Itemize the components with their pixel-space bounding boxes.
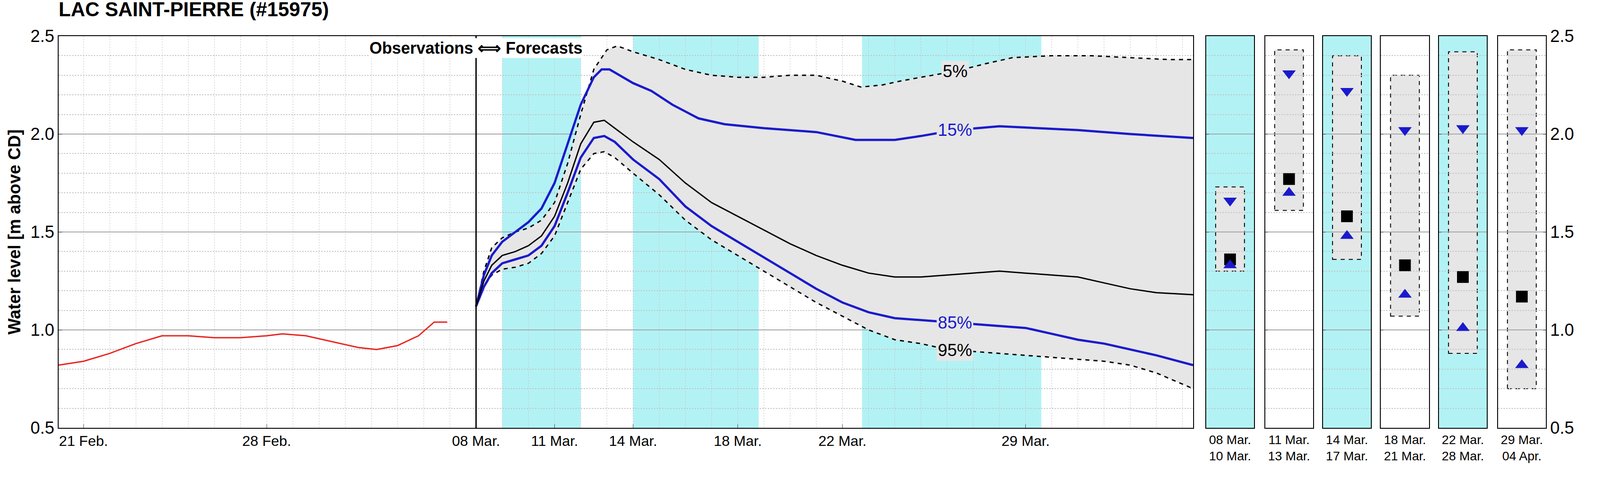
svg-text:21 Feb.: 21 Feb. — [59, 432, 109, 449]
svg-text:LAC SAINT-PIERRE (#15975): LAC SAINT-PIERRE (#15975) — [58, 0, 329, 21]
svg-text:14 Mar.: 14 Mar. — [608, 432, 658, 449]
svg-text:1.0: 1.0 — [1550, 320, 1575, 340]
svg-text:2.5: 2.5 — [1550, 26, 1575, 46]
svg-text:1.0: 1.0 — [30, 320, 55, 340]
svg-text:22 Mar.: 22 Mar. — [818, 432, 867, 449]
svg-text:15%: 15% — [937, 120, 973, 140]
svg-text:11 Mar.: 11 Mar. — [530, 432, 578, 449]
svg-text:11 Mar.13 Mar.: 11 Mar.13 Mar. — [1268, 432, 1310, 463]
svg-text:2.5: 2.5 — [30, 26, 55, 46]
svg-text:29 Mar.: 29 Mar. — [1001, 432, 1050, 449]
svg-text:0.5: 0.5 — [30, 418, 55, 438]
svg-text:18 Mar.: 18 Mar. — [713, 432, 762, 449]
svg-text:0.5: 0.5 — [1550, 418, 1575, 438]
svg-text:5%: 5% — [942, 61, 968, 81]
svg-text:28 Feb.: 28 Feb. — [242, 432, 292, 449]
svg-text:95%: 95% — [937, 340, 973, 360]
svg-text:22 Mar.28 Mar.: 22 Mar.28 Mar. — [1441, 432, 1484, 463]
svg-text:18 Mar.21 Mar.: 18 Mar.21 Mar. — [1383, 432, 1426, 463]
svg-text:1.5: 1.5 — [30, 222, 55, 242]
svg-text:2.0: 2.0 — [30, 124, 55, 144]
svg-text:1.5: 1.5 — [1550, 222, 1575, 242]
svg-text:08 Mar.10 Mar.: 08 Mar.10 Mar. — [1208, 432, 1251, 463]
svg-text:85%: 85% — [937, 313, 973, 332]
svg-text:08 Mar.: 08 Mar. — [451, 432, 501, 449]
svg-text:14 Mar.17 Mar.: 14 Mar.17 Mar. — [1325, 432, 1368, 463]
svg-text:Observations ⟺ Forecasts: Observations ⟺ Forecasts — [369, 38, 583, 58]
svg-text:2.0: 2.0 — [1550, 124, 1575, 144]
svg-text:29 Mar.04 Apr.: 29 Mar.04 Apr. — [1500, 432, 1543, 463]
svg-text:Water level [m above CD]: Water level [m above CD] — [4, 129, 24, 335]
